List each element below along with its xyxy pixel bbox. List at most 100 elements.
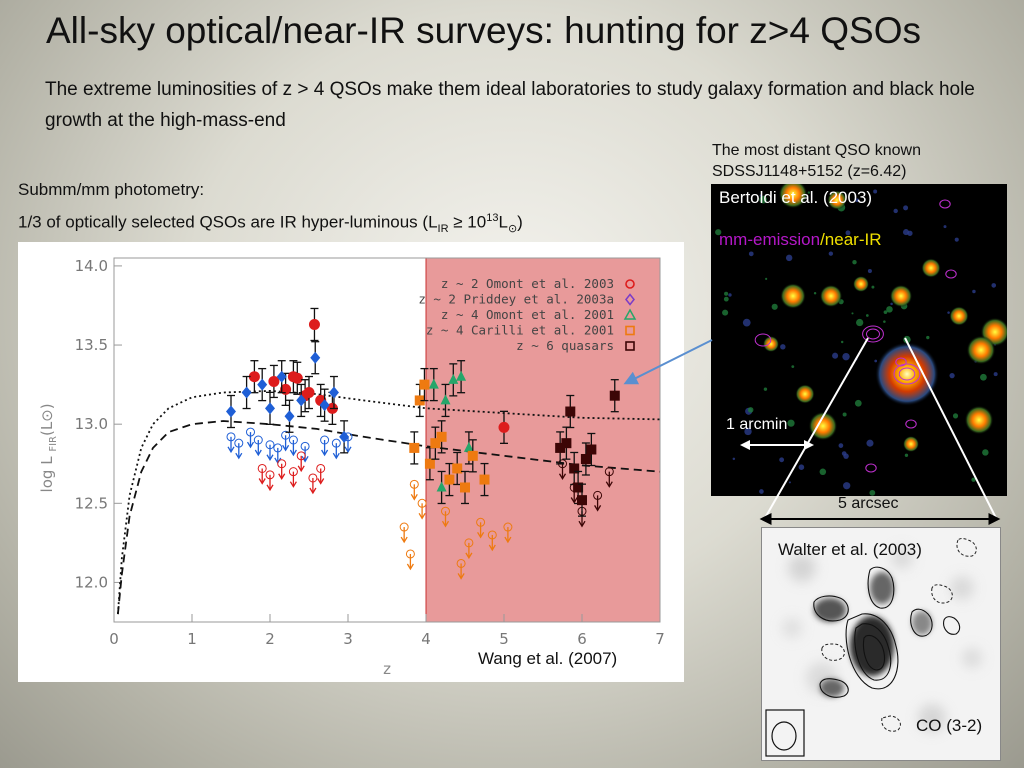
submm-heading: Submm/mm photometry: xyxy=(18,180,205,199)
upper-limit-arrow xyxy=(258,478,266,485)
faint-source xyxy=(728,293,732,297)
faint-source xyxy=(972,289,976,294)
slide-title: All-sky optical/near-IR surveys: hunting… xyxy=(46,10,921,51)
faint-source xyxy=(840,340,844,344)
upper-limit-arrow xyxy=(400,536,408,544)
co-contour-panel: Walter et al. (2003) CO (3-2) xyxy=(761,527,1001,761)
data-point xyxy=(460,482,470,493)
upper-limit-arrow xyxy=(309,487,317,495)
legend-marker xyxy=(625,279,635,289)
y-tick-label: 12.0 xyxy=(75,573,108,591)
data-point xyxy=(276,370,287,383)
sky-legend-nir: near-IR xyxy=(824,230,882,249)
faint-source xyxy=(722,309,729,316)
upper-limit-arrow xyxy=(235,452,243,460)
faint-source xyxy=(954,237,959,242)
bright-source xyxy=(778,184,808,209)
sky-legend-slash: / xyxy=(820,230,825,249)
data-point xyxy=(339,430,350,443)
y-tick-label: 13.5 xyxy=(75,336,108,354)
upper-limit-arrow xyxy=(282,444,290,452)
data-point xyxy=(609,390,620,401)
faint-source xyxy=(780,344,786,350)
qso-caption-line2: SDSSJ1148+5152 (z=6.42) xyxy=(712,163,907,180)
faint-source xyxy=(903,205,909,211)
data-point xyxy=(569,463,580,474)
co-line-label: CO (3-2) xyxy=(916,716,983,735)
faint-source xyxy=(842,412,847,417)
faint-source xyxy=(748,251,754,257)
faint-source xyxy=(828,251,834,256)
faint-source xyxy=(854,357,858,361)
faint-source xyxy=(843,482,851,490)
x-tick-label: 3 xyxy=(343,630,353,648)
mm-contour xyxy=(865,463,877,473)
upper-limit-arrow xyxy=(297,465,305,473)
faint-source xyxy=(747,407,754,413)
data-point xyxy=(440,394,451,405)
dashed-model-curve xyxy=(117,420,661,615)
data-point xyxy=(444,474,455,485)
faint-source xyxy=(819,468,827,476)
luminosity-redshift-plot: 0 1 2 3 4 5 6 7 12.0 12.5 13.0 13.5 14.0 z log L FIR(L… xyxy=(18,242,684,682)
data-point xyxy=(303,387,315,399)
faint-source xyxy=(904,453,909,458)
faint-source xyxy=(952,413,959,419)
faint-source xyxy=(902,229,910,236)
upper-limit-arrow xyxy=(321,449,329,457)
arcmin-label: 1 arcmin xyxy=(726,416,788,433)
bright-source xyxy=(795,384,815,404)
data-point xyxy=(319,399,330,412)
faint-source xyxy=(943,225,947,229)
data-point xyxy=(414,395,425,406)
faint-source xyxy=(926,335,930,340)
legend-entry: z ~ 4 Omont et al. 2001 xyxy=(441,307,614,322)
x-tick-label: 7 xyxy=(655,630,665,648)
bright-source xyxy=(949,306,969,326)
faint-source xyxy=(813,291,817,295)
data-point xyxy=(328,386,339,399)
upper-limit-arrow xyxy=(289,481,297,488)
upper-limit-arrow xyxy=(332,452,340,460)
faint-source xyxy=(982,449,989,456)
faint-source xyxy=(787,419,795,427)
faint-source xyxy=(886,306,893,313)
x-tick-label: 2 xyxy=(265,630,275,648)
upper-limit-arrow xyxy=(301,455,309,463)
faint-source xyxy=(744,427,752,436)
legend-marker xyxy=(623,308,637,320)
plot-svg: 0 1 2 3 4 5 6 7 12.0 12.5 13.0 13.5 14.0 z log L FIR(L… xyxy=(38,257,665,678)
data-point xyxy=(409,442,420,453)
upper-limit-arrow xyxy=(227,446,235,454)
data-point xyxy=(265,402,275,415)
x-tick-label: 6 xyxy=(577,630,587,648)
faint-source xyxy=(851,312,854,315)
data-point xyxy=(456,370,467,381)
data-point xyxy=(467,450,478,461)
upper-limit-arrow xyxy=(418,512,426,520)
faint-source xyxy=(807,191,811,194)
upper-limit-arrow xyxy=(289,449,297,457)
faint-source xyxy=(759,194,763,197)
faint-source xyxy=(893,208,898,214)
upper-limit-arrow xyxy=(246,441,255,449)
faint-source xyxy=(866,439,874,447)
data-point xyxy=(573,482,584,493)
x-tick-label: 4 xyxy=(421,630,431,648)
bright-source xyxy=(903,436,919,452)
upper-limit-arrow xyxy=(344,446,352,454)
faint-source xyxy=(791,365,795,369)
y-tick-label: 13.0 xyxy=(75,415,108,433)
faint-source xyxy=(841,451,847,456)
faint-source xyxy=(763,387,768,391)
data-point xyxy=(479,474,490,485)
intro-text: The extreme luminosities of z > 4 QSOs m… xyxy=(45,79,975,131)
data-point xyxy=(555,442,566,453)
sky-legend: mm-emission/near-IR xyxy=(719,230,881,250)
co-contour-svg xyxy=(762,528,1000,760)
data-point xyxy=(419,379,430,390)
upper-limit-arrow xyxy=(254,449,262,457)
upper-limit-arrow xyxy=(410,493,418,501)
upper-limit-arrow xyxy=(578,520,586,528)
bright-source xyxy=(827,190,847,210)
